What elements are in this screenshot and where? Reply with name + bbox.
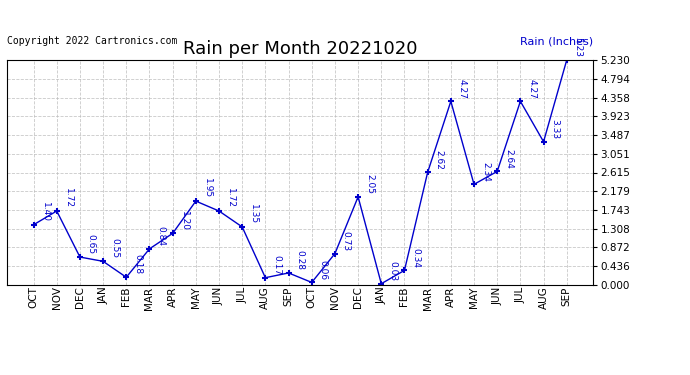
Text: Rain (Inches): Rain (Inches) (520, 36, 593, 46)
Text: 1.72: 1.72 (226, 188, 235, 208)
Text: 2.05: 2.05 (365, 174, 374, 194)
Text: 2.64: 2.64 (504, 149, 513, 169)
Text: 3.33: 3.33 (551, 119, 560, 139)
Text: 0.73: 0.73 (342, 231, 351, 251)
Text: Copyright 2022 Cartronics.com: Copyright 2022 Cartronics.com (7, 36, 177, 46)
Text: 0.03: 0.03 (388, 261, 397, 281)
Text: 1.95: 1.95 (203, 178, 212, 198)
Text: 5.23: 5.23 (573, 37, 582, 57)
Text: 0.18: 0.18 (133, 254, 142, 274)
Text: 0.28: 0.28 (295, 250, 304, 270)
Text: 0.65: 0.65 (87, 234, 96, 254)
Text: 1.40: 1.40 (41, 202, 50, 222)
Text: 0.55: 0.55 (110, 238, 119, 258)
Text: 4.27: 4.27 (527, 79, 536, 99)
Text: 1.20: 1.20 (179, 211, 188, 231)
Text: 2.62: 2.62 (435, 150, 444, 170)
Text: 0.84: 0.84 (157, 226, 166, 246)
Text: 1.72: 1.72 (63, 188, 72, 208)
Text: 2.34: 2.34 (481, 162, 490, 182)
Text: 0.06: 0.06 (319, 260, 328, 280)
Text: 0.34: 0.34 (411, 248, 420, 268)
Text: 1.35: 1.35 (249, 204, 258, 224)
Text: 0.17: 0.17 (273, 255, 282, 275)
Title: Rain per Month 20221020: Rain per Month 20221020 (183, 40, 417, 58)
Text: 4.27: 4.27 (457, 79, 466, 99)
